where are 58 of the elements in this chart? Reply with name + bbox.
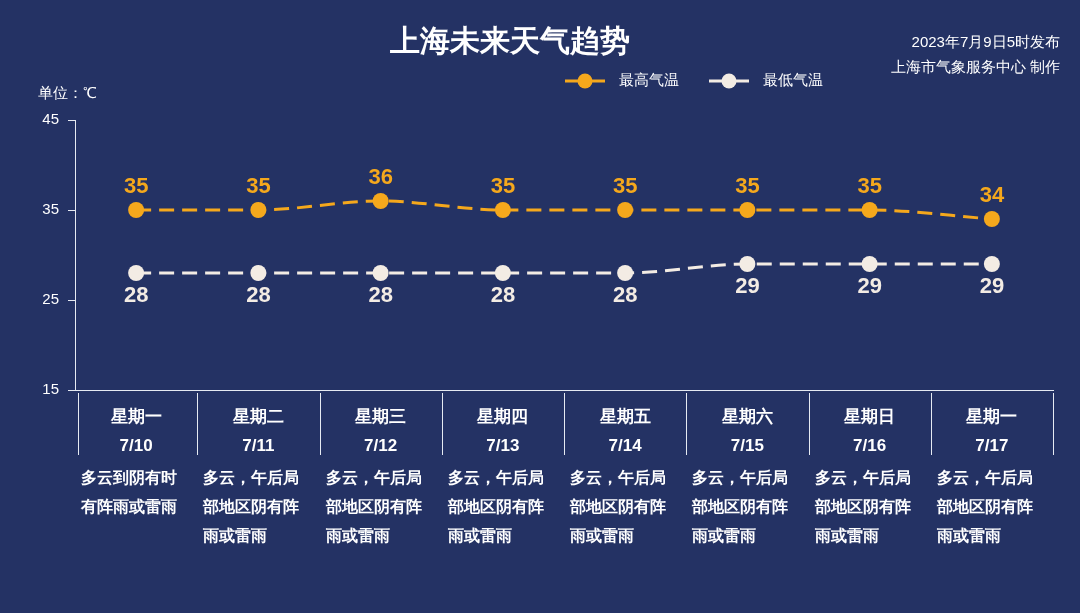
x-tick-label: 星期一 7/10 [109, 406, 162, 456]
y-tick-label: 45 [42, 110, 59, 128]
x-tick-label: 星期六 7/15 [720, 406, 773, 456]
data-label: 28 [123, 282, 149, 308]
data-label: 34 [979, 182, 1005, 208]
text: 上海市气象服务中心 制作 [890, 58, 1060, 76]
data-label: 28 [490, 282, 516, 308]
x-tick-label: 星期五 7/14 [598, 406, 651, 456]
point [494, 265, 511, 281]
chart-title: 上海未来天气趋势 [389, 24, 630, 58]
point [617, 202, 634, 218]
text: 多云，午后局部地区阴有阵雨或雷雨 [935, 469, 1033, 545]
x-tick-label: 星期四 7/13 [476, 406, 529, 456]
point [372, 265, 389, 281]
point [739, 202, 756, 218]
point [494, 202, 511, 218]
point [128, 202, 145, 218]
text: 多云，午后局部地区阴有阵雨或雷雨 [202, 469, 300, 545]
text: 多云，午后局部地区阴有阵雨或雷雨 [324, 469, 422, 545]
text: 多云到阴有时有阵雨或雷雨 [80, 469, 177, 516]
data-label: 28 [612, 282, 638, 308]
data-label: 35 [246, 173, 271, 199]
data-label: 35 [612, 173, 638, 199]
data-label: 29 [735, 273, 760, 299]
data-label: 35 [490, 173, 516, 199]
x-tick-label: 星期三 7/12 [354, 406, 407, 456]
data-label: 29 [857, 273, 882, 299]
point [983, 256, 1000, 272]
text: 多云，午后局部地区阴有阵雨或雷雨 [569, 469, 666, 545]
point [739, 256, 756, 272]
legend-label: 最高气温 [619, 71, 679, 89]
data-label: 35 [735, 173, 760, 199]
data-label: 35 [857, 173, 882, 199]
text: 多云，午后局部地区阴有阵雨或雷雨 [691, 469, 789, 545]
y-tick-label: 35 [42, 200, 59, 218]
data-label: 28 [246, 282, 271, 308]
y-tick-label: 25 [42, 290, 59, 308]
point [617, 265, 634, 281]
point [250, 202, 267, 218]
data-label: 28 [368, 282, 393, 308]
x-tick-label: 星期二 7/11 [231, 406, 284, 456]
point [128, 265, 145, 281]
legend-label: 最低气温 [763, 71, 823, 89]
y-tick-label: 15 [42, 380, 59, 398]
point [983, 211, 1000, 227]
point [372, 193, 389, 209]
point [861, 256, 878, 272]
text: 多云，午后局部地区阴有阵雨或雷雨 [446, 469, 544, 545]
point [861, 202, 878, 218]
y-axis-title: 单位：℃ [38, 84, 97, 102]
text: 多云，午后局部地区阴有阵雨或雷雨 [813, 469, 911, 545]
point [250, 265, 267, 281]
data-label: 35 [123, 173, 149, 199]
data-label: 29 [979, 273, 1005, 299]
x-tick-label: 星期一 7/17 [965, 406, 1018, 456]
text: 2023年7月9日5时发布 [911, 33, 1060, 51]
x-tick-label: 星期日 7/16 [843, 406, 896, 456]
data-label: 36 [368, 164, 393, 190]
